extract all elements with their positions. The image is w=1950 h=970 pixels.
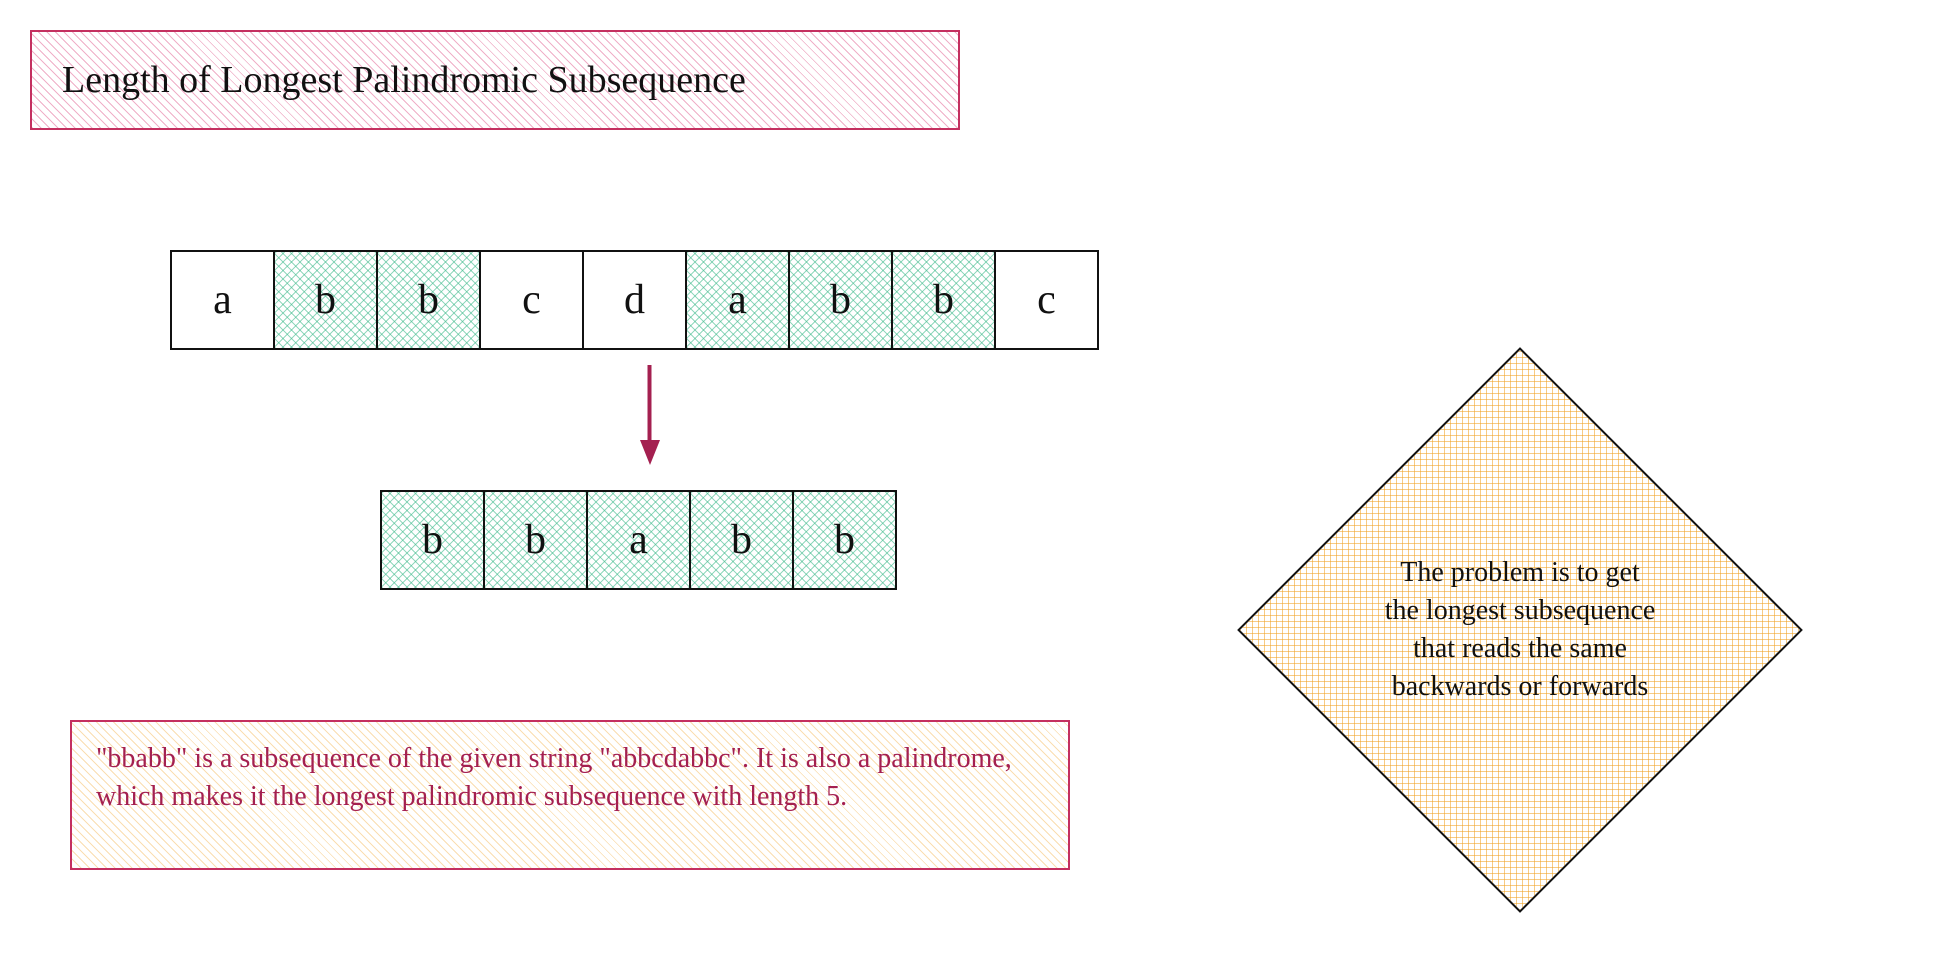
cell-char: b xyxy=(731,516,752,564)
cell-char: b xyxy=(834,516,855,564)
string-cell: c xyxy=(479,250,584,350)
cell-char: a xyxy=(728,276,747,324)
cell-char: b xyxy=(422,516,443,564)
explanation-text: "bbabb" is a subsequence of the given st… xyxy=(96,743,1012,812)
cell-char: a xyxy=(213,276,232,324)
cell-char: d xyxy=(624,276,645,324)
string-cell: b xyxy=(273,250,378,350)
string-cell: b xyxy=(376,250,481,350)
input-string-row: a b b c d a b b c xyxy=(170,250,1099,350)
callout-text: The problem is to get the longest subseq… xyxy=(1320,430,1720,830)
result-cell: b xyxy=(792,490,897,590)
cell-char: c xyxy=(522,276,541,324)
string-cell: a xyxy=(170,250,275,350)
callout-diamond: The problem is to get the longest subseq… xyxy=(1320,430,1720,830)
string-cell: a xyxy=(685,250,790,350)
cell-char: b xyxy=(315,276,336,324)
string-cell: b xyxy=(891,250,996,350)
cell-char: c xyxy=(1037,276,1056,324)
title-text: Length of Longest Palindromic Subsequenc… xyxy=(62,58,746,102)
result-string-row: b b a b b xyxy=(380,490,897,590)
result-cell: b xyxy=(689,490,794,590)
cell-char: b xyxy=(933,276,954,324)
string-cell: c xyxy=(994,250,1099,350)
result-cell: a xyxy=(586,490,691,590)
cell-char: b xyxy=(525,516,546,564)
result-cell: b xyxy=(380,490,485,590)
cell-char: a xyxy=(629,516,648,564)
string-cell: d xyxy=(582,250,687,350)
title-box: Length of Longest Palindromic Subsequenc… xyxy=(30,30,960,130)
cell-char: b xyxy=(830,276,851,324)
string-cell: b xyxy=(788,250,893,350)
arrow-down-icon xyxy=(635,365,665,465)
cell-char: b xyxy=(418,276,439,324)
result-cell: b xyxy=(483,490,588,590)
explanation-box: "bbabb" is a subsequence of the given st… xyxy=(70,720,1070,870)
